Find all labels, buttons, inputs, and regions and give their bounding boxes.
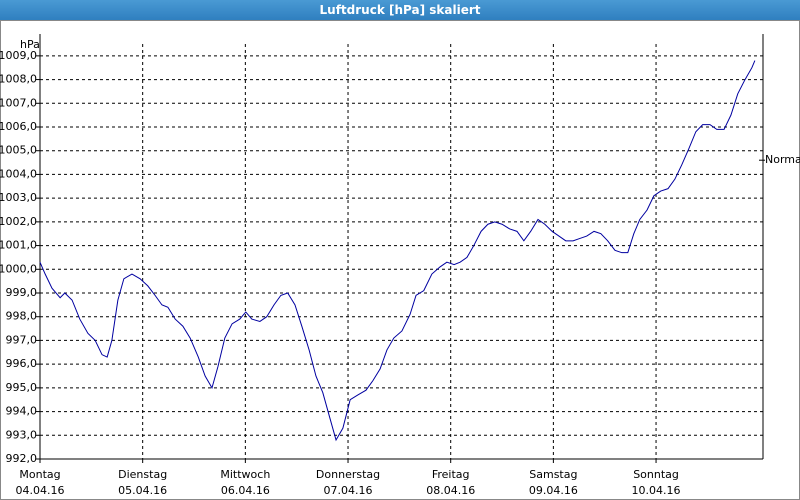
x-tick-date: 07.04.16: [324, 484, 373, 497]
title-bar: Luftdruck [hPa] skaliert: [0, 0, 800, 20]
x-tick-date: 05.04.16: [118, 484, 167, 497]
annotation: Normal: [765, 153, 800, 166]
y-tick-label: 997,0: [6, 333, 38, 346]
x-tick-label: Sonntag: [633, 468, 679, 481]
x-tick-label: Dienstag: [118, 468, 167, 481]
y-tick-label: 1001,0: [0, 239, 37, 252]
y-tick-label: 1009,0: [0, 49, 37, 62]
line-series: [39, 60, 756, 442]
x-tick-label: Samstag: [529, 468, 577, 481]
y-tick-label: 1006,0: [0, 120, 37, 133]
x-tick-date: 09.04.16: [529, 484, 578, 497]
x-tick-date: 08.04.16: [426, 484, 475, 497]
y-tick-label: 993,0: [6, 428, 38, 441]
frame: [0, 20, 800, 500]
y-axis-label: hPa: [20, 38, 40, 51]
x-tick-label: Montag: [19, 468, 60, 481]
y-tick-label: 995,0: [6, 381, 38, 394]
y-tick-label: 1007,0: [0, 96, 37, 109]
y-tick-label: 992,0: [6, 452, 38, 465]
x-tick-label: Freitag: [432, 468, 470, 481]
x-tick-date: 06.04.16: [221, 484, 270, 497]
y-tick-label: 1005,0: [0, 144, 37, 157]
x-tick-label: Donnerstag: [316, 468, 380, 481]
y-tick-label: 1002,0: [0, 215, 37, 228]
x-tick-date: 04.04.16: [16, 484, 65, 497]
y-tick-label: 999,0: [6, 286, 38, 299]
y-tick-label: 994,0: [6, 405, 38, 418]
x-tick-label: Mittwoch: [220, 468, 270, 481]
y-tick-label: 1003,0: [0, 191, 37, 204]
y-tick-label: 1004,0: [0, 167, 37, 180]
x-tick-date: 10.04.16: [632, 484, 681, 497]
y-tick-label: 996,0: [6, 357, 38, 370]
y-tick-label: 998,0: [6, 310, 38, 323]
y-tick-label: 1008,0: [0, 73, 37, 86]
y-tick-label: 1000,0: [0, 262, 37, 275]
